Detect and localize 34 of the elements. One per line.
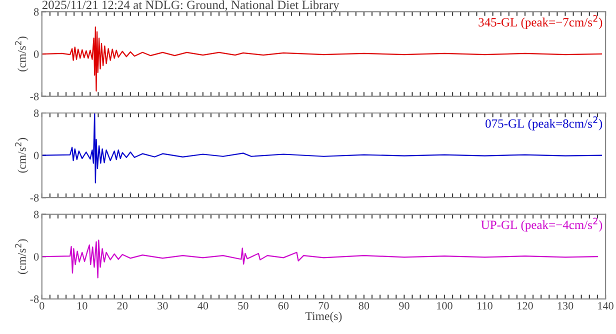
y-tick-label: -8: [30, 295, 39, 303]
x-axis-title: Time(s): [305, 312, 342, 322]
x-tick-label: 90: [399, 302, 410, 310]
x-tick-label: 100: [437, 302, 452, 310]
y-tick-label: 8: [34, 109, 39, 117]
x-tick-label: 70: [318, 302, 329, 310]
line-series: [42, 113, 602, 184]
x-tick-label: 120: [518, 302, 533, 310]
x-tick-label: 30: [158, 302, 168, 310]
y-tick-label: 0: [34, 152, 39, 160]
y-axis-title: (cm/s$^{2}$): [15, 138, 28, 173]
x-tick-label: 50: [238, 302, 248, 310]
annotation: 075-GL (peak=8cm/s$^{2}$): [486, 116, 602, 130]
y-tick-label: 8: [34, 8, 39, 16]
x-tick-label: 20: [117, 302, 128, 310]
y-tick-label: 0: [34, 50, 39, 58]
y-tick-label: -8: [30, 92, 39, 100]
y-tick-label: -8: [30, 194, 39, 202]
x-tick-label: 40: [198, 302, 208, 310]
x-tick-label: 140: [598, 302, 614, 310]
x-tick-label: 0: [40, 302, 44, 310]
x-tick-label: 110: [478, 302, 492, 310]
x-tick-label: 60: [278, 302, 289, 310]
y-axis-title: (cm/s$^{2}$): [15, 239, 28, 274]
y-axis-title: (cm/s$^{2}$): [15, 36, 28, 72]
annotation: 345-GL (peak=−7cm/s$^{2}$): [478, 15, 602, 30]
x-tick-label: 10: [78, 302, 88, 310]
x-tick-label: 80: [358, 302, 370, 310]
y-tick-label: 0: [34, 253, 39, 261]
x-tick-label: 130: [558, 302, 574, 310]
chart-title: 2025/11/21 12:24 at NDLG: Ground, National Diet Library: [42, 0, 340, 12]
annotation: UP-GL (peak=−4cm/s$^{2}$): [481, 218, 602, 232]
line-series: [42, 240, 598, 278]
y-tick-label: 8: [34, 210, 39, 218]
